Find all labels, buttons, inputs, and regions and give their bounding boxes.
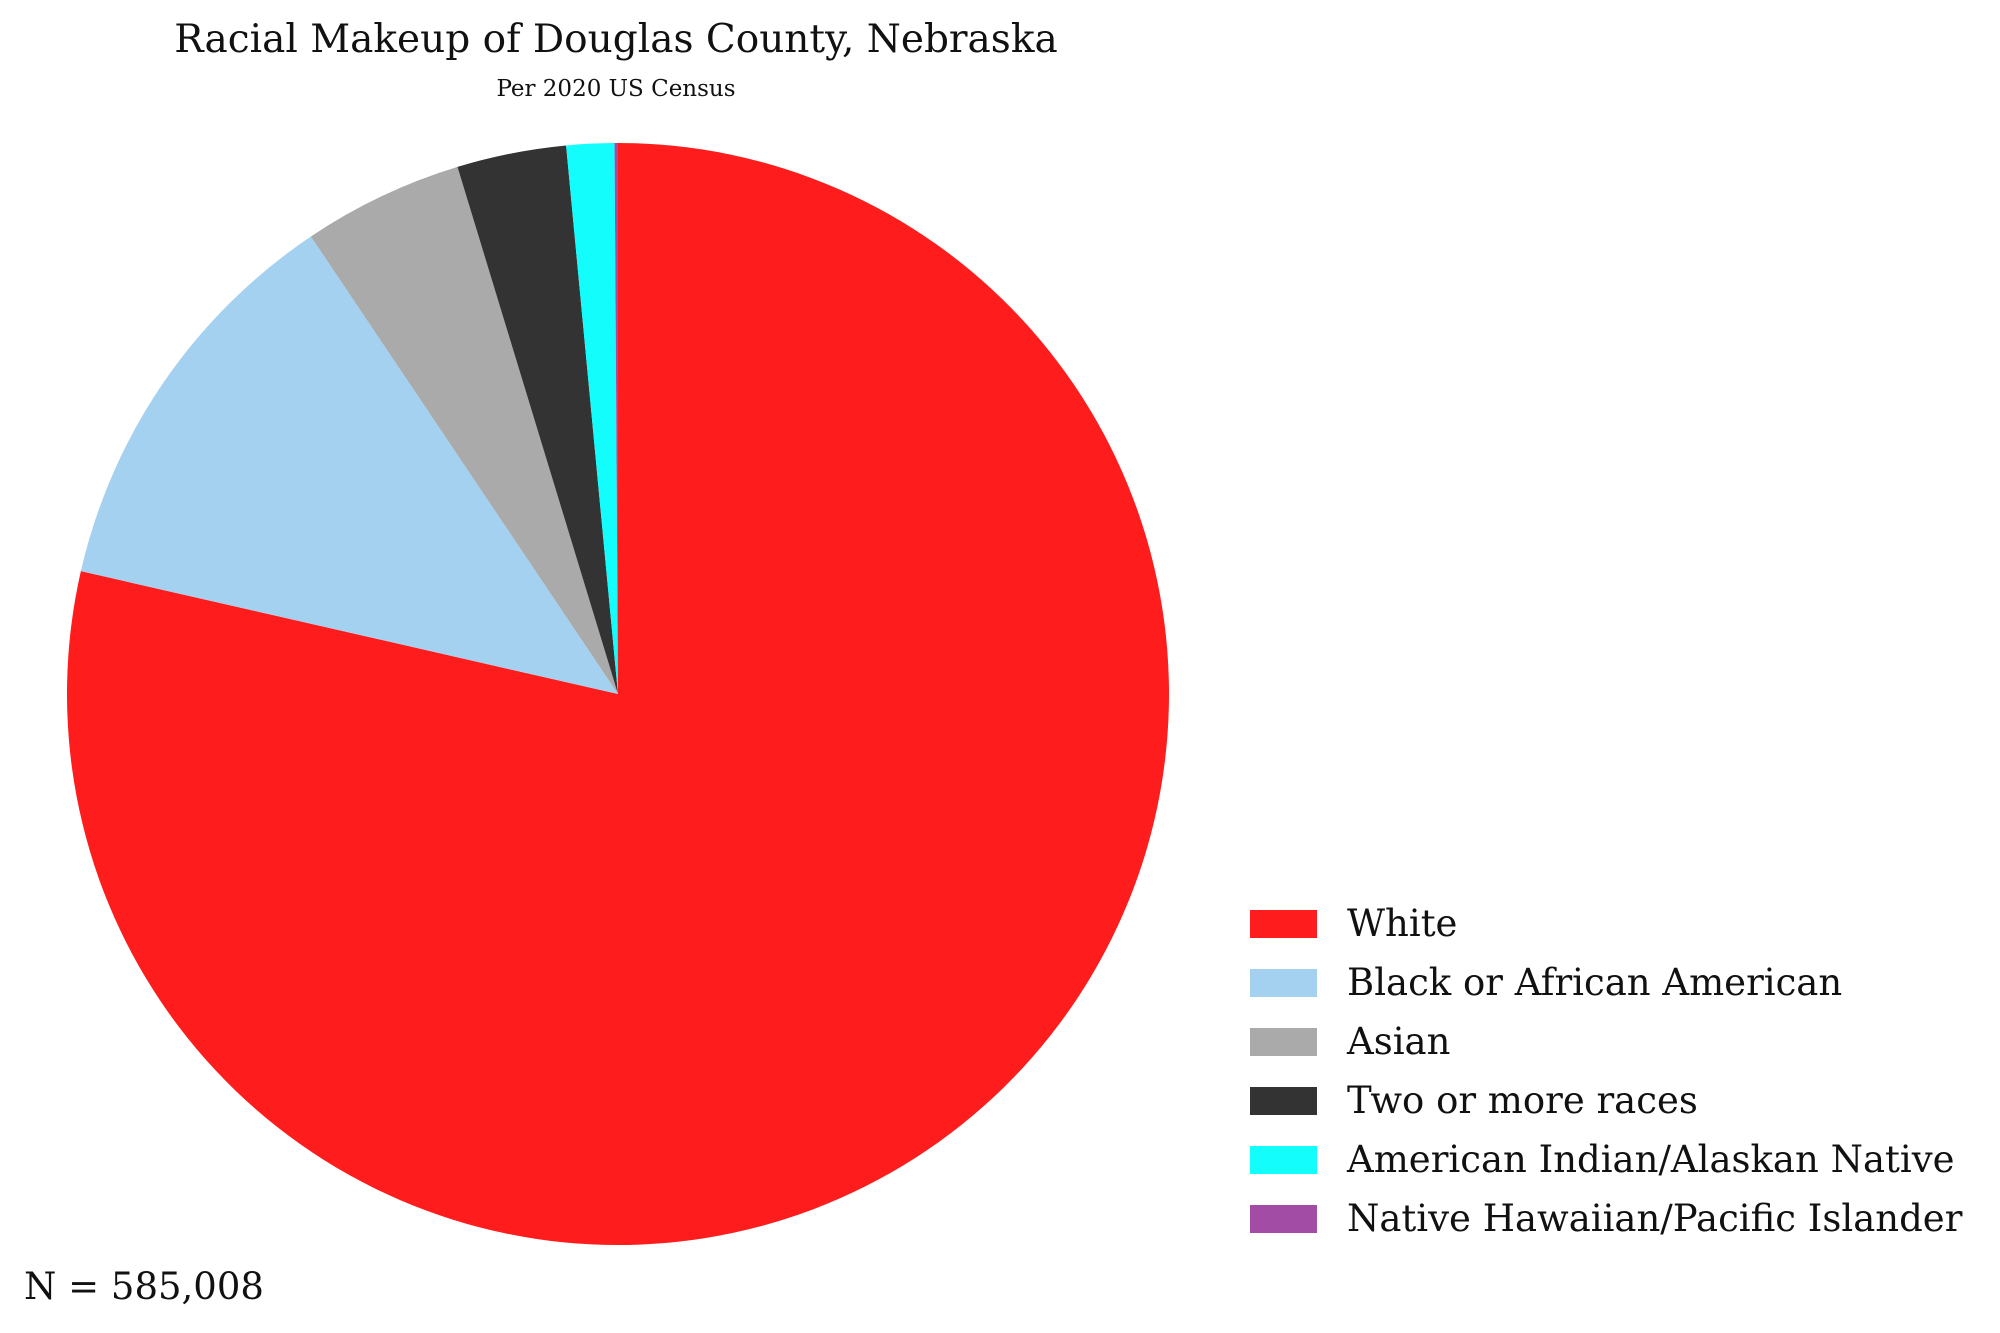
pie-slice-3	[457, 145, 618, 694]
pie-slice-4	[566, 143, 618, 694]
legend-label: White	[1347, 901, 1458, 945]
legend-swatch	[1250, 1145, 1317, 1174]
pie-slice-2	[310, 166, 618, 694]
legend-item: White	[1250, 894, 1962, 953]
legend-item: Asian	[1250, 1012, 1962, 1071]
legend-item: Two or more races	[1250, 1071, 1962, 1130]
legend-item: Black or African American	[1250, 953, 1962, 1012]
legend-swatch	[1250, 968, 1317, 997]
chart-subtitle: Per 2020 US Census	[496, 76, 736, 102]
chart-title: Racial Makeup of Douglas County, Nebrask…	[174, 17, 1058, 62]
legend-swatch	[1250, 1086, 1317, 1115]
legend-label: Native Hawaiian/Pacific Islander	[1347, 1196, 1963, 1240]
legend-label: Black or African American	[1347, 960, 1843, 1004]
pie-slice-1	[80, 236, 619, 694]
pie-chart	[67, 142, 1170, 1245]
legend-item: Native Hawaiian/Pacific Islander	[1250, 1189, 1962, 1248]
legend-swatch	[1250, 1027, 1317, 1056]
legend-swatch	[1250, 909, 1317, 938]
legend-label: Asian	[1347, 1019, 1451, 1063]
legend-swatch	[1250, 1204, 1317, 1233]
legend-label: Two or more races	[1347, 1078, 1698, 1122]
legend-label: American Indian/Alaskan Native	[1347, 1137, 1955, 1181]
legend: White Black or African American Asian Two o…	[1250, 894, 1962, 1248]
pie-slice-5	[614, 142, 618, 694]
legend-item: American Indian/Alaskan Native	[1250, 1130, 1962, 1189]
sample-size-note: N = 585,008	[24, 1265, 264, 1308]
pie-slices	[67, 142, 1170, 1245]
pie-slice-0	[67, 143, 1170, 1245]
